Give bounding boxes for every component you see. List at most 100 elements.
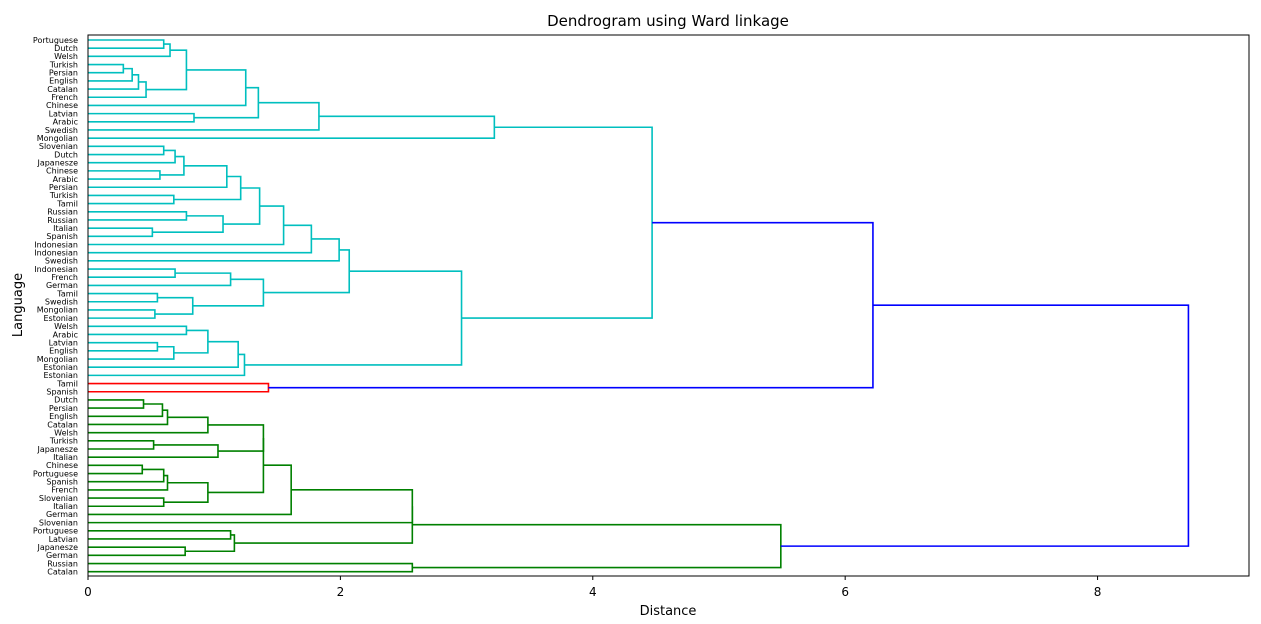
dendrogram-link (88, 382, 270, 393)
dendrogram-link (88, 39, 165, 49)
plot-frame (87, 34, 1250, 577)
dendrogram-link (268, 221, 874, 389)
dendrogram-link (88, 489, 414, 524)
dendrogram-link (88, 268, 176, 279)
dendrogram-link (88, 205, 285, 246)
dendrogram-link (88, 562, 414, 573)
chart-title: Dendrogram using Ward linkage (547, 12, 789, 30)
dendrogram-link (88, 112, 195, 123)
leaf-label: Spanish (46, 478, 78, 487)
dendrogram-link (88, 325, 188, 336)
leaf-label: Estonian (43, 314, 78, 323)
dendrogram-link (88, 409, 169, 426)
leaf-label: Japanesze (36, 445, 78, 454)
leaf-label: Dutch (54, 396, 78, 405)
leaf-labels: PortugueseDutchWelshTurkishPersianEnglis… (33, 36, 78, 577)
dendrogram-link (88, 353, 246, 377)
leaf-label: French (51, 486, 78, 495)
dendrogram-link (88, 101, 320, 131)
leaf-label: Indonesian (34, 240, 78, 249)
x-tick-label: 4 (589, 585, 597, 599)
dendrogram-link (192, 278, 265, 307)
leaf-label: Turkish (49, 437, 78, 446)
leaf-label: Persian (49, 69, 78, 78)
leaf-label: Chinese (46, 101, 78, 110)
leaf-label: Portuguese (33, 36, 78, 45)
leaf-label: Persian (49, 404, 78, 413)
dendrogram-link (88, 474, 169, 491)
dendrogram-link (88, 440, 155, 450)
dendrogram-link (88, 468, 165, 483)
leaf-label: Indonesian (34, 248, 78, 257)
leaf-label: Russian (47, 216, 78, 225)
x-tick-label: 0 (84, 585, 92, 599)
leaf-label: Spanish (46, 388, 78, 397)
leaf-label: Mongolian (37, 355, 78, 364)
leaf-label: Japanesze (36, 543, 78, 552)
dendrogram-link (152, 215, 224, 234)
leaf-label: Welsh (54, 322, 78, 331)
dendrogram-link (88, 43, 171, 58)
dendrogram-link (88, 341, 159, 352)
leaf-label: Arabic (53, 175, 78, 184)
leaf-label: Dutch (54, 150, 78, 159)
leaf-label: Russian (47, 559, 78, 568)
leaf-label: Welsh (54, 52, 78, 61)
dendrogram-link (263, 249, 351, 294)
dendrogram-link (88, 340, 239, 368)
dendrogram-link (88, 403, 164, 418)
leaf-label: Spanish (46, 232, 78, 241)
dendrogram-link (223, 187, 261, 225)
dendrogram-link (88, 210, 188, 221)
dendrogram-link (194, 86, 260, 119)
leaf-label: Turkish (49, 191, 78, 200)
dendrogram-link (234, 506, 414, 544)
leaf-label: Turkish (49, 60, 78, 69)
leaf-label: Chinese (46, 461, 78, 470)
leaf-label: Dutch (54, 44, 78, 53)
dendrogram-link (185, 534, 236, 553)
dendrogram-link (461, 126, 653, 319)
x-tick-label: 2 (337, 585, 345, 599)
leaf-label: Japanesze (36, 159, 78, 168)
dendrogram-link (88, 149, 176, 164)
dendrogram-link (88, 309, 156, 319)
leaf-label: French (51, 93, 78, 102)
leaf-label: Tamil (56, 379, 78, 388)
leaf-label: Swedish (45, 298, 78, 307)
dendrogram-link (88, 345, 175, 360)
leaf-label: Portuguese (33, 469, 78, 478)
leaf-label: German (46, 551, 78, 560)
dendrogram-link (88, 238, 340, 262)
dendrogram-link (88, 67, 133, 82)
dendrogram-link (88, 63, 125, 74)
leaf-label: Slovenian (39, 142, 78, 151)
leaf-label: German (46, 510, 78, 519)
leaf-label: English (49, 77, 78, 86)
dendrogram-link (88, 464, 144, 475)
dendrogram-link (88, 164, 228, 189)
leaf-label: Latvian (49, 109, 78, 118)
dendrogram-link (244, 270, 463, 366)
leaf-label: Arabic (53, 118, 78, 127)
dendrogram-link (88, 69, 247, 107)
leaf-label: Mongolian (37, 306, 78, 315)
leaf-label: Tamil (56, 289, 78, 298)
x-axis-ticks: 0 2 4 6 8 (84, 576, 1101, 599)
dendrogram-link (88, 530, 232, 540)
leaf-label: Catalan (47, 568, 78, 577)
dendrogram-link (207, 424, 265, 452)
leaf-label: Indonesian (34, 265, 78, 274)
dendrogram-link (88, 115, 496, 139)
dendrogram-link (163, 481, 209, 503)
leaf-label: French (51, 273, 78, 282)
leaf-label: Russian (47, 208, 78, 217)
leaf-label: Italian (53, 224, 78, 233)
leaf-label: Portuguese (33, 527, 78, 536)
dendrogram-link (412, 523, 782, 569)
leaf-label: Swedish (45, 257, 78, 266)
dendrogram-link (88, 272, 232, 287)
leaf-label: Italian (53, 502, 78, 511)
x-axis-label: Distance (640, 604, 697, 619)
